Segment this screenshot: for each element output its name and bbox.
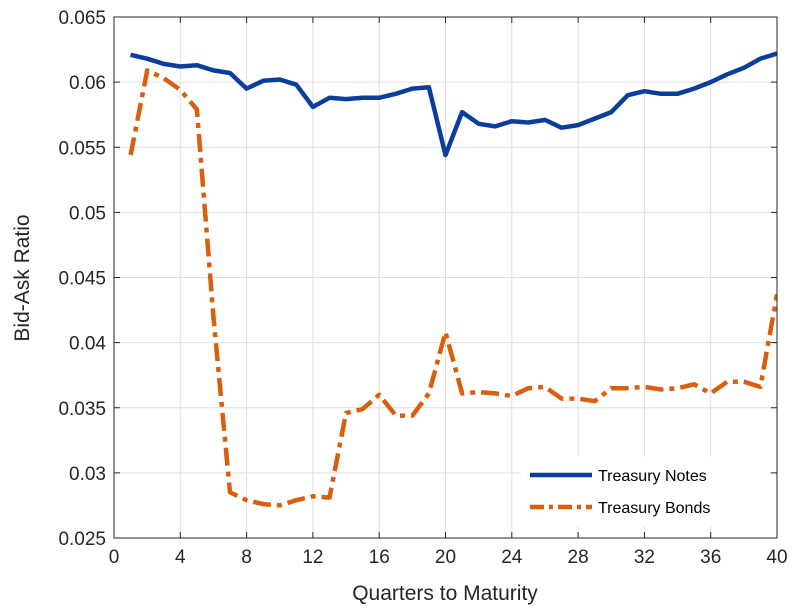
y-axis-ticks: 0.025 0.03 0.035 0.04 0.045 0.05 0.055 0.06 0.06… (58, 8, 777, 550)
series-layer (128, 51, 777, 508)
y-tick-label: 0.035 (58, 399, 106, 420)
x-tick-label: 4 (175, 547, 186, 568)
y-tick-label: 0.03 (69, 464, 106, 485)
x-tick-label: 8 (241, 547, 252, 568)
x-tick-label: 20 (435, 547, 456, 568)
x-tick-label: 32 (634, 547, 655, 568)
series-line-treasury-notes (130, 51, 777, 158)
y-axis-title: Bid-Ask Ratio (11, 214, 34, 341)
legend-label: Treasury Bonds (598, 500, 710, 517)
x-tick-label: 0 (109, 547, 120, 568)
x-tick-label: 36 (700, 547, 721, 568)
x-tick-label: 16 (369, 547, 390, 568)
y-tick-label: 0.055 (58, 138, 106, 159)
y-tick-label: 0.06 (69, 73, 106, 94)
y-tick-label: 0.05 (69, 203, 106, 224)
x-tick-label: 28 (568, 547, 589, 568)
x-tick-label: 40 (766, 547, 787, 568)
y-tick-label: 0.045 (58, 269, 106, 290)
x-axis-title: Quarters to Maturity (352, 582, 538, 605)
y-tick-label: 0.04 (69, 334, 106, 355)
y-tick-label: 0.025 (58, 529, 106, 550)
x-tick-label: 24 (501, 547, 523, 568)
legend-box (521, 457, 769, 526)
x-axis-ticks: 0 4 8 12 16 20 24 28 32 36 40 (109, 17, 788, 568)
legend-label: Treasury Notes (598, 468, 707, 485)
legend: Treasury Notes Treasury Bonds (521, 457, 769, 526)
x-tick-label: 12 (302, 547, 323, 568)
y-tick-label: 0.065 (58, 8, 106, 29)
